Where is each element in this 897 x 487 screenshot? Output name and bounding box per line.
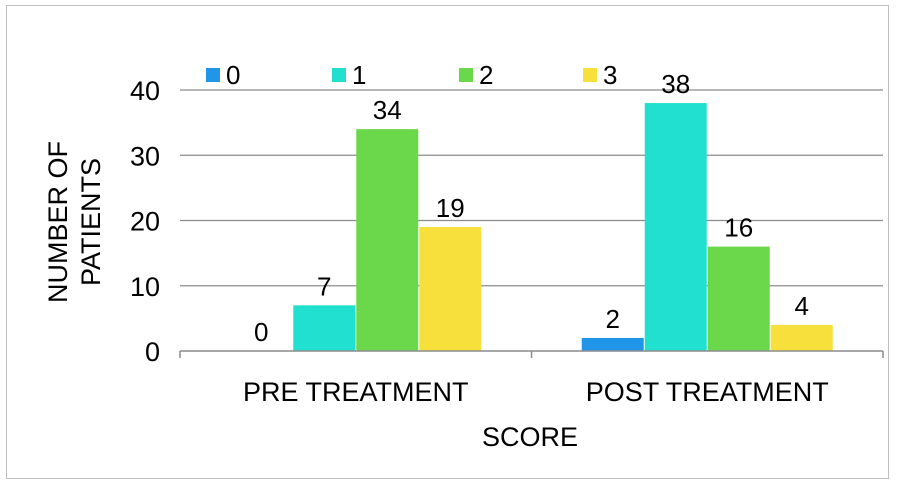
bar [356,129,419,351]
bar [707,246,770,351]
data-label: 19 [436,193,465,223]
bar [770,324,833,351]
legend-swatch [459,68,473,82]
x-axis-title: SCORE [482,422,578,452]
legend-swatch [206,68,220,82]
y-tick-label: 20 [130,207,160,237]
legend-label: 3 [603,60,617,90]
y-tick-label: 40 [130,76,160,106]
y-tick-label: 30 [130,141,160,171]
bar [419,227,482,351]
legend-swatch [332,68,346,82]
x-axis: PRE TREATMENT POST TREATMENT [179,350,884,407]
legend-label: 1 [352,60,366,90]
legend-label: 0 [226,60,240,90]
bar [644,103,707,351]
y-axis-ticks: 0 10 20 30 40 [130,76,160,367]
data-label: 16 [724,213,753,243]
legend: 0 1 2 3 [206,60,617,90]
data-label: 38 [661,69,690,99]
legend-label: 2 [479,60,493,90]
y-axis-title-line-2: PATIENTS [76,158,106,286]
data-label: 4 [795,291,809,321]
gridlines [180,89,883,287]
legend-swatch [583,68,597,82]
bar [581,337,644,351]
y-tick-label: 10 [130,272,160,302]
data-label: 2 [606,304,620,334]
data-labels: 0 7 34 19 2 38 16 4 [254,69,809,347]
bars [293,103,833,351]
category-label: PRE TREATMENT [243,377,469,407]
data-label: 34 [373,95,402,125]
data-label: 7 [317,271,331,301]
category-label: POST TREATMENT [586,377,829,407]
bar [293,305,356,351]
y-axis-title-line-1: NUMBER OF [43,141,73,303]
data-label: 0 [254,317,268,347]
y-tick-label: 0 [145,337,160,367]
